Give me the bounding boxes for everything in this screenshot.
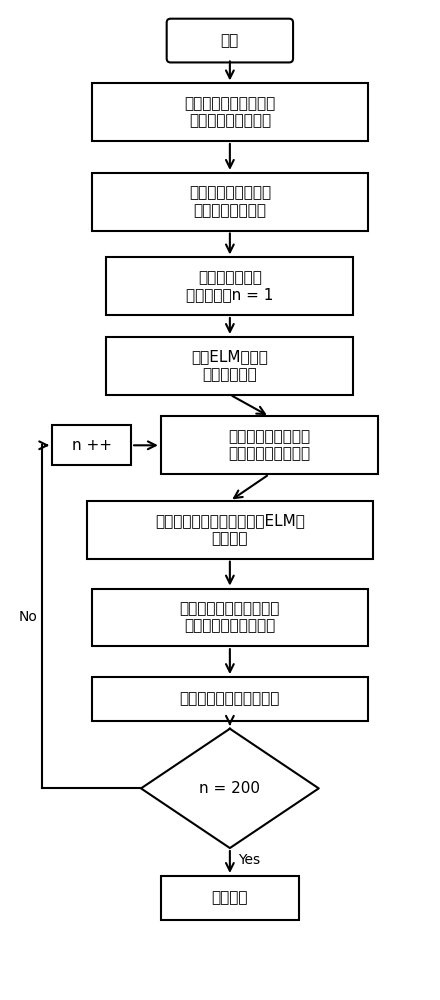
Bar bbox=[106, 257, 353, 315]
Bar bbox=[92, 83, 368, 141]
Text: 通过预设的适应度函数对
种群中的模型进行评估: 通过预设的适应度函数对 种群中的模型进行评估 bbox=[180, 601, 280, 634]
FancyBboxPatch shape bbox=[167, 19, 293, 62]
Text: 开始: 开始 bbox=[221, 33, 239, 48]
Text: No: No bbox=[19, 610, 38, 624]
Text: Yes: Yes bbox=[238, 853, 260, 867]
Text: 对未被淘汰的种群进
行交叉、变异等操作: 对未被淘汰的种群进 行交叉、变异等操作 bbox=[228, 429, 311, 462]
Text: n ++: n ++ bbox=[72, 438, 112, 453]
Polygon shape bbox=[141, 729, 319, 848]
Bar bbox=[106, 337, 353, 395]
Bar bbox=[87, 501, 373, 559]
Text: 将最新数据向量动态
扩容至数据矩阵中: 将最新数据向量动态 扩容至数据矩阵中 bbox=[189, 185, 271, 218]
Text: 进行遗传算法的淘汰操作: 进行遗传算法的淘汰操作 bbox=[180, 691, 280, 706]
Bar bbox=[92, 677, 368, 721]
Text: 定义遗传算法优
化迭代次数n = 1: 定义遗传算法优 化迭代次数n = 1 bbox=[186, 270, 274, 302]
Text: 输出模型: 输出模型 bbox=[212, 890, 248, 905]
Bar bbox=[161, 416, 378, 474]
Text: n = 200: n = 200 bbox=[199, 781, 260, 796]
Text: 对不同的初始参数个体放入ELM中
进行训练: 对不同的初始参数个体放入ELM中 进行训练 bbox=[155, 514, 305, 546]
Text: 获得最新状态动作对与
其奖励值的数据向量: 获得最新状态动作对与 其奖励值的数据向量 bbox=[184, 96, 275, 128]
Text: 生成ELM隐藏层
初始参数种群: 生成ELM隐藏层 初始参数种群 bbox=[191, 350, 268, 382]
Bar bbox=[161, 876, 299, 920]
Bar bbox=[52, 425, 131, 465]
Bar bbox=[92, 589, 368, 646]
Bar bbox=[92, 173, 368, 231]
